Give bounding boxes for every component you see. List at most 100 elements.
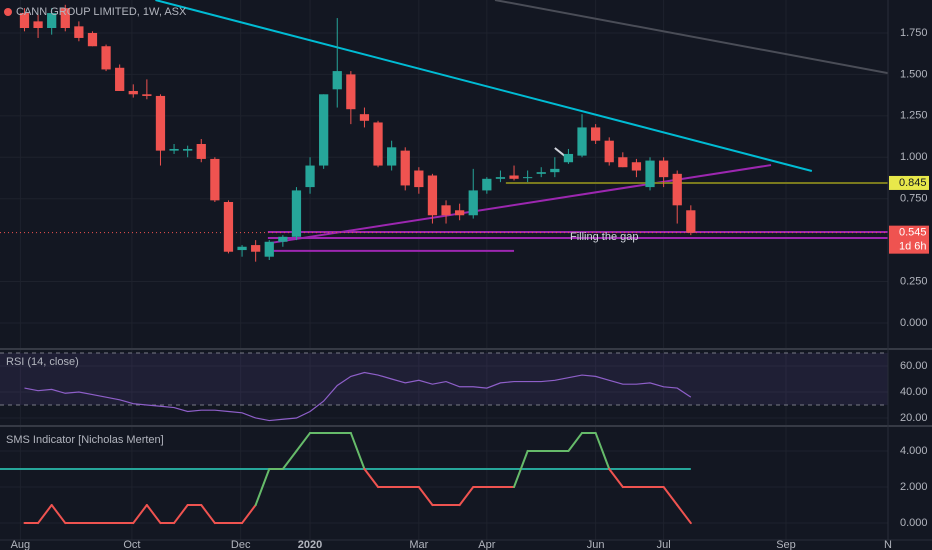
candle-body: [468, 190, 478, 216]
sms-segment: [458, 486, 475, 507]
rsi-band: [0, 352, 888, 405]
candle-body: [618, 157, 628, 168]
candle-body: [319, 94, 329, 166]
y-tick-label: 0.250: [900, 275, 928, 287]
sms-segment: [173, 504, 189, 525]
x-tick-label: Jul: [657, 539, 671, 550]
candle-body: [359, 114, 370, 121]
candle-body: [604, 140, 614, 163]
candle-body: [115, 67, 125, 91]
sms-segment: [281, 449, 298, 470]
candle-body: [509, 175, 519, 179]
candle-body: [142, 94, 152, 96]
last-price-box: [889, 225, 929, 254]
candle-body: [550, 168, 560, 173]
candle-body: [101, 46, 111, 70]
candle-body: [237, 246, 247, 251]
candle-body: [427, 175, 438, 216]
sms-segment: [567, 431, 584, 452]
candle-body: [645, 160, 655, 188]
x-tick-label: Apr: [478, 539, 495, 550]
x-tick-label: 2020: [298, 539, 322, 550]
candle-body: [455, 210, 465, 216]
y-tick-label: 0.000: [900, 517, 928, 529]
candle-body: [441, 205, 451, 216]
x-tick-label: Jun: [587, 539, 605, 550]
price-label: 0.845: [899, 177, 927, 189]
candle-body: [563, 153, 574, 163]
sms-segment: [295, 431, 312, 452]
y-tick-label: 1.500: [900, 68, 928, 80]
sms-segment: [594, 431, 611, 470]
y-tick-label: 2.000: [900, 481, 928, 493]
candle-body: [631, 162, 642, 171]
sms-segment: [145, 504, 162, 525]
y-tick-label: 0.000: [900, 317, 928, 329]
sms-segment: [50, 504, 67, 525]
x-tick-label: Dec: [231, 539, 251, 550]
y-tick-label: 60.00: [900, 360, 928, 372]
candle-body: [223, 202, 234, 252]
sms-segment: [241, 504, 257, 525]
candle-body: [672, 173, 682, 206]
x-tick-label: Oct: [123, 539, 140, 550]
candle-body: [305, 165, 315, 188]
sms-segment: [132, 504, 148, 525]
candle-body: [523, 177, 533, 179]
symbol-icon: [4, 8, 12, 16]
y-tick-label: 0.750: [900, 193, 928, 205]
trend-line: [270, 164, 772, 244]
price-label-box: [889, 175, 929, 190]
candle-body: [536, 172, 546, 174]
candle-body: [577, 127, 587, 156]
sms-segment: [37, 504, 53, 525]
y-tick-label: 20.00: [900, 412, 928, 424]
candle-body: [278, 236, 288, 242]
sms-title: SMS Indicator [Nicholas Merten]: [6, 434, 164, 446]
candle-body: [47, 13, 57, 29]
rsi-line: [24, 371, 692, 422]
x-tick-label: Mar: [409, 539, 428, 550]
annotation: Filling the gap: [570, 231, 639, 243]
candle-body: [74, 26, 84, 38]
candle-body: [19, 13, 30, 29]
countdown-label: 1d 6h: [899, 241, 927, 253]
candle-body: [60, 8, 70, 29]
candle-body: [291, 190, 302, 237]
sms-segment: [417, 486, 434, 507]
candle-body: [264, 241, 274, 257]
price-pane: [0, 0, 888, 262]
candle-body: [210, 158, 220, 201]
last-price-label: 0.545: [899, 227, 927, 239]
candle-body: [346, 74, 356, 110]
candle-body: [482, 178, 492, 191]
y-tick-label: 1.750: [900, 27, 928, 39]
candle-body: [658, 160, 669, 178]
y-tick-label: 1.250: [900, 110, 928, 122]
chart-title: CANN GROUP LIMITED, 1W, ASX: [16, 6, 187, 18]
candle-body: [591, 127, 601, 141]
candle-body: [400, 150, 410, 186]
sms-segment: [676, 504, 692, 525]
sms-segment: [254, 467, 271, 507]
trend-line: [494, 0, 888, 75]
sms-pane: [0, 431, 692, 525]
candle-body: [251, 245, 261, 252]
candle-body: [128, 90, 138, 95]
sms-segment: [200, 504, 216, 525]
candle-body: [686, 210, 696, 233]
axes: Aug Oct Dec 2020 Mar Apr Jun Jul Sep N 0.000 0.250 0…: [11, 27, 929, 550]
sms-segment: [349, 431, 366, 470]
candle-body: [373, 122, 383, 166]
candle-body: [414, 170, 424, 188]
candle-body: [33, 21, 43, 29]
y-tick-label: 1.000: [900, 151, 928, 163]
y-tick-label: 4.000: [900, 445, 928, 457]
candle-body: [183, 148, 193, 151]
x-tick-label: Aug: [11, 539, 31, 550]
candle-body: [332, 71, 342, 90]
rsi-title: RSI (14, close): [6, 356, 79, 368]
rsi-pane: [0, 352, 888, 422]
